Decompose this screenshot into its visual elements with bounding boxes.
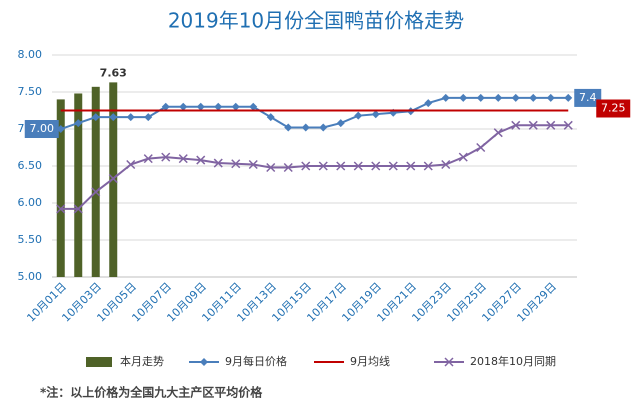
point	[231, 102, 240, 111]
point	[493, 128, 503, 138]
point	[178, 154, 188, 164]
legend-label: 本月走势	[120, 354, 164, 368]
point	[318, 161, 328, 171]
point	[196, 102, 205, 111]
chart-title: 2019年10月份全国鸭苗价格走势	[168, 9, 464, 33]
point	[213, 158, 223, 168]
y-tick-label: 8.00	[18, 48, 43, 61]
point	[564, 93, 573, 102]
value-label-box	[24, 120, 59, 138]
point	[283, 162, 293, 173]
point	[336, 161, 346, 171]
point	[301, 123, 310, 132]
legend-label: 9月每日价格	[225, 354, 287, 368]
point	[91, 113, 100, 122]
point	[423, 161, 433, 171]
value-label: 7.00	[30, 122, 55, 135]
point	[563, 120, 573, 130]
point	[371, 110, 380, 119]
point	[458, 152, 468, 162]
y-tick-label: 5.00	[18, 270, 43, 283]
value-label: 7.25	[601, 102, 626, 115]
point	[546, 120, 556, 130]
point	[161, 152, 171, 162]
point	[249, 102, 258, 111]
y-tick-label: 5.50	[18, 233, 43, 246]
point	[196, 155, 206, 165]
point	[266, 162, 276, 173]
point	[214, 102, 223, 111]
point	[108, 174, 118, 184]
point	[494, 93, 503, 102]
point	[528, 120, 538, 130]
point	[336, 119, 345, 128]
footnote: *注：以上价格为全国九大主产区平均价格	[40, 385, 263, 400]
point	[126, 113, 135, 122]
legend-label: 2018年10月同期	[470, 354, 556, 368]
y-tick-label: 6.50	[18, 159, 43, 172]
point	[459, 93, 468, 102]
point	[301, 161, 311, 171]
point	[231, 159, 241, 169]
point	[546, 93, 555, 102]
legend-swatch	[86, 357, 112, 367]
y-tick-label: 7.50	[18, 85, 43, 98]
value-label: 7.4	[579, 91, 597, 104]
point	[284, 123, 293, 132]
point	[248, 159, 258, 170]
point	[354, 111, 363, 120]
point	[109, 113, 118, 122]
point	[91, 187, 101, 197]
point	[353, 161, 363, 171]
point	[529, 93, 538, 102]
point	[143, 154, 153, 164]
y-tick-label: 6.00	[18, 196, 43, 209]
point	[144, 113, 153, 122]
bar	[56, 99, 65, 278]
point	[371, 161, 381, 171]
point	[406, 161, 416, 171]
point	[266, 113, 275, 122]
bar	[74, 93, 83, 277]
value-label-box	[574, 88, 602, 107]
point	[319, 123, 328, 132]
value-label: 7.63	[100, 66, 127, 79]
point	[476, 93, 485, 102]
point	[441, 159, 451, 170]
point	[200, 358, 208, 366]
value-label-box	[596, 99, 631, 118]
point	[73, 204, 83, 214]
bar	[91, 86, 100, 277]
point	[476, 142, 486, 153]
point	[424, 99, 433, 108]
point	[161, 102, 170, 111]
point	[388, 161, 398, 171]
point	[511, 93, 520, 102]
point	[441, 93, 450, 102]
point	[56, 204, 66, 214]
point	[511, 120, 521, 130]
point	[179, 102, 188, 111]
legend-label: 9月均线	[350, 354, 390, 368]
point	[126, 159, 136, 170]
point	[444, 357, 454, 367]
point	[74, 119, 83, 128]
